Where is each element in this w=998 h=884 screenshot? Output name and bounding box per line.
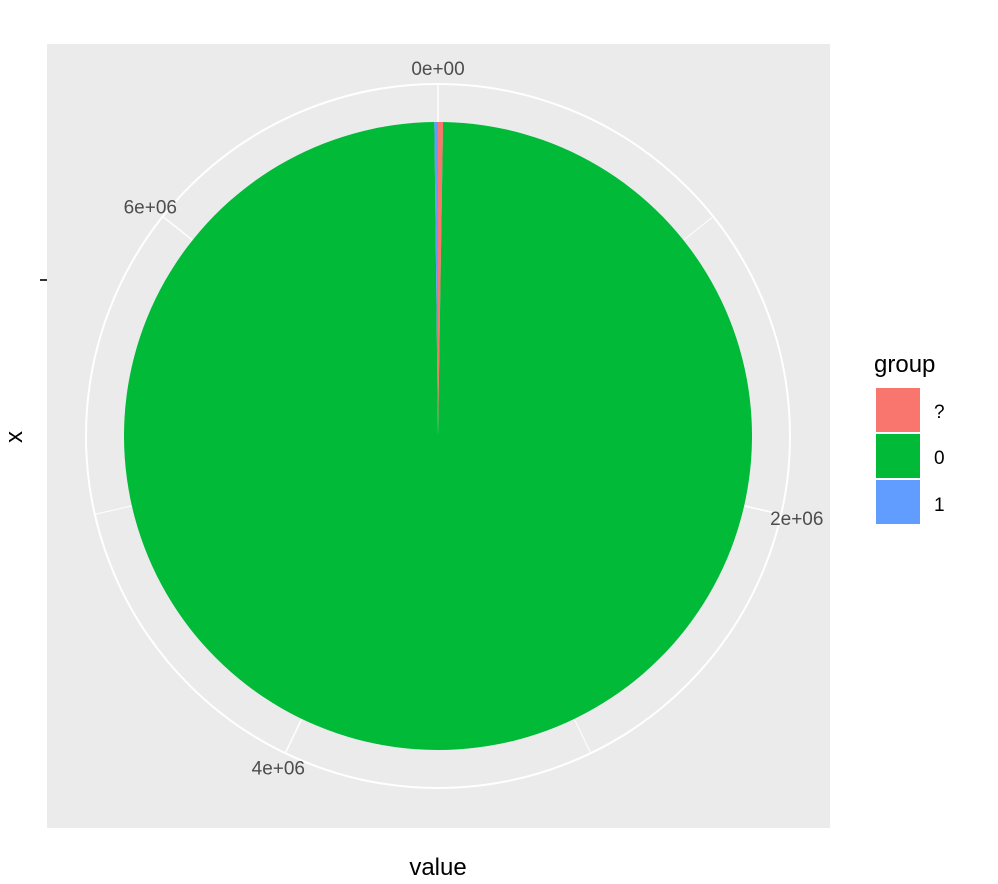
theta-tick-label: 4e+06 xyxy=(252,759,305,780)
pie-slice-question xyxy=(438,122,444,436)
theta-tick-labels: 0e+00 2e+06 4e+06 6e+06 xyxy=(124,59,824,780)
legend-label-1: 1 xyxy=(934,495,945,516)
grid-line-minor xyxy=(573,718,592,754)
grid-layer xyxy=(85,83,791,789)
slices-layer xyxy=(124,122,752,750)
legend-key-0 xyxy=(876,434,920,478)
legend-label-0: 0 xyxy=(934,448,945,469)
y-axis-title: x xyxy=(1,431,28,443)
grid-line-major xyxy=(743,505,782,516)
grid-line-minor xyxy=(683,216,714,241)
x-axis-title: value xyxy=(409,854,466,881)
legend-key-1 xyxy=(876,480,920,524)
grid-line-minor xyxy=(94,505,132,515)
grid-line-major xyxy=(284,718,303,754)
legend-key-question xyxy=(876,388,920,432)
legend-title: group xyxy=(874,351,935,378)
theta-tick-label: 0e+00 xyxy=(411,59,464,80)
theta-tick-label: 6e+06 xyxy=(124,198,177,219)
theta-tick-label: 2e+06 xyxy=(770,509,823,530)
legend: group ? 0 1 xyxy=(874,351,945,524)
legend-label-question: ? xyxy=(934,402,945,423)
grid-line-major xyxy=(162,215,193,241)
pie-slice-1 xyxy=(434,122,438,436)
pie-slice-0 xyxy=(124,122,752,750)
